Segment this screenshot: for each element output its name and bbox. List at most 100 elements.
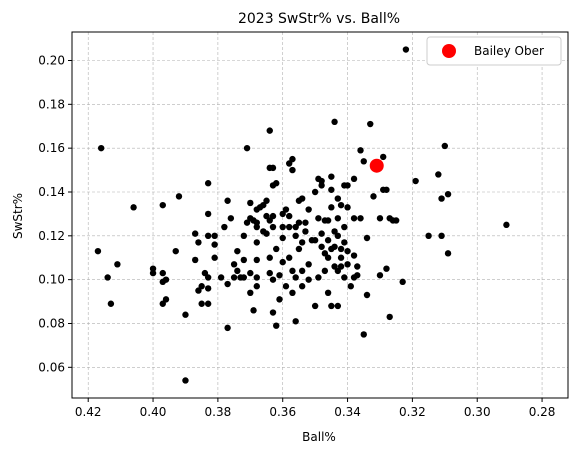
x-axis-label: Ball% — [302, 430, 336, 444]
x-axis-ticks: 0.42 0.40 0.38 0.36 0.34 0.32 0.30 0.28 — [75, 398, 555, 419]
data-point — [376, 272, 384, 279]
x-tick-label: 0.32 — [399, 405, 426, 419]
data-point — [354, 272, 361, 279]
data-point — [286, 212, 293, 220]
data-point — [305, 206, 312, 213]
data-point — [363, 291, 371, 299]
data-point — [444, 250, 452, 257]
data-point — [269, 223, 277, 231]
legend-box — [426, 36, 562, 66]
y-tick-label: 0.14 — [38, 185, 65, 199]
y-tick-label: 0.08 — [38, 316, 65, 330]
data-point — [266, 127, 273, 134]
data-point — [269, 164, 277, 172]
x-tick-label: 0.42 — [75, 405, 102, 419]
data-point — [230, 274, 238, 281]
data-point — [269, 212, 277, 220]
plot-area — [72, 32, 568, 398]
data-point — [357, 215, 364, 222]
data-point — [114, 261, 121, 268]
data-point — [331, 228, 338, 235]
data-point — [305, 276, 312, 283]
data-point — [269, 309, 277, 316]
data-point — [321, 267, 329, 275]
x-tick-label: 0.30 — [464, 405, 491, 419]
data-point — [321, 250, 329, 257]
data-point — [243, 144, 251, 152]
data-point — [204, 180, 212, 187]
data-point — [337, 263, 345, 270]
data-point — [318, 182, 325, 189]
data-point — [240, 232, 248, 240]
data-point — [130, 204, 137, 211]
data-point — [234, 247, 241, 255]
data-point — [240, 256, 248, 264]
x-tick-label: 0.36 — [269, 405, 296, 419]
data-point — [282, 283, 290, 290]
data-point — [250, 307, 257, 314]
data-point — [263, 212, 270, 220]
data-point — [204, 210, 212, 218]
data-point — [354, 263, 361, 270]
data-point — [266, 254, 273, 261]
legend: Bailey Ober — [426, 36, 562, 66]
data-point — [334, 232, 342, 240]
data-point — [204, 274, 212, 281]
data-point — [221, 223, 228, 231]
data-point — [204, 300, 212, 307]
data-point — [253, 283, 260, 290]
data-point — [211, 232, 218, 240]
data-point — [195, 239, 202, 246]
data-point — [344, 182, 351, 189]
data-point — [149, 265, 157, 272]
data-point — [289, 155, 296, 163]
data-point — [383, 186, 390, 193]
data-point — [198, 300, 205, 307]
data-point — [318, 243, 325, 250]
data-point — [350, 175, 358, 183]
data-point — [331, 118, 338, 126]
data-point — [211, 254, 218, 261]
data-point — [191, 230, 199, 237]
data-point — [331, 263, 338, 270]
data-point — [230, 261, 238, 268]
data-point — [392, 217, 400, 224]
data-point — [286, 160, 293, 167]
data-point — [311, 188, 319, 196]
data-point — [337, 201, 345, 209]
data-point — [350, 252, 358, 259]
data-point — [273, 180, 280, 187]
data-point — [217, 274, 225, 281]
data-point — [295, 245, 303, 253]
data-point — [253, 219, 260, 226]
data-point — [425, 232, 432, 240]
data-point — [204, 232, 212, 240]
data-point — [292, 274, 299, 281]
data-point — [305, 261, 312, 268]
data-point — [227, 215, 235, 222]
data-point — [324, 237, 332, 244]
data-points — [94, 46, 510, 384]
plot-frame — [71, 31, 569, 399]
data-point — [376, 215, 384, 222]
data-point — [331, 243, 338, 250]
data-point — [324, 217, 332, 224]
data-point — [286, 254, 293, 261]
data-point — [438, 232, 445, 240]
data-point — [402, 46, 410, 53]
data-point — [347, 283, 354, 290]
data-point — [159, 201, 166, 209]
data-point — [298, 239, 306, 246]
data-point — [159, 269, 166, 277]
data-point — [324, 254, 332, 261]
data-point — [247, 289, 254, 297]
data-point — [360, 158, 367, 165]
data-point — [149, 269, 157, 277]
data-point — [253, 239, 260, 246]
data-point — [435, 171, 442, 178]
data-point — [191, 256, 199, 264]
data-point — [266, 269, 273, 277]
data-point — [350, 215, 358, 222]
